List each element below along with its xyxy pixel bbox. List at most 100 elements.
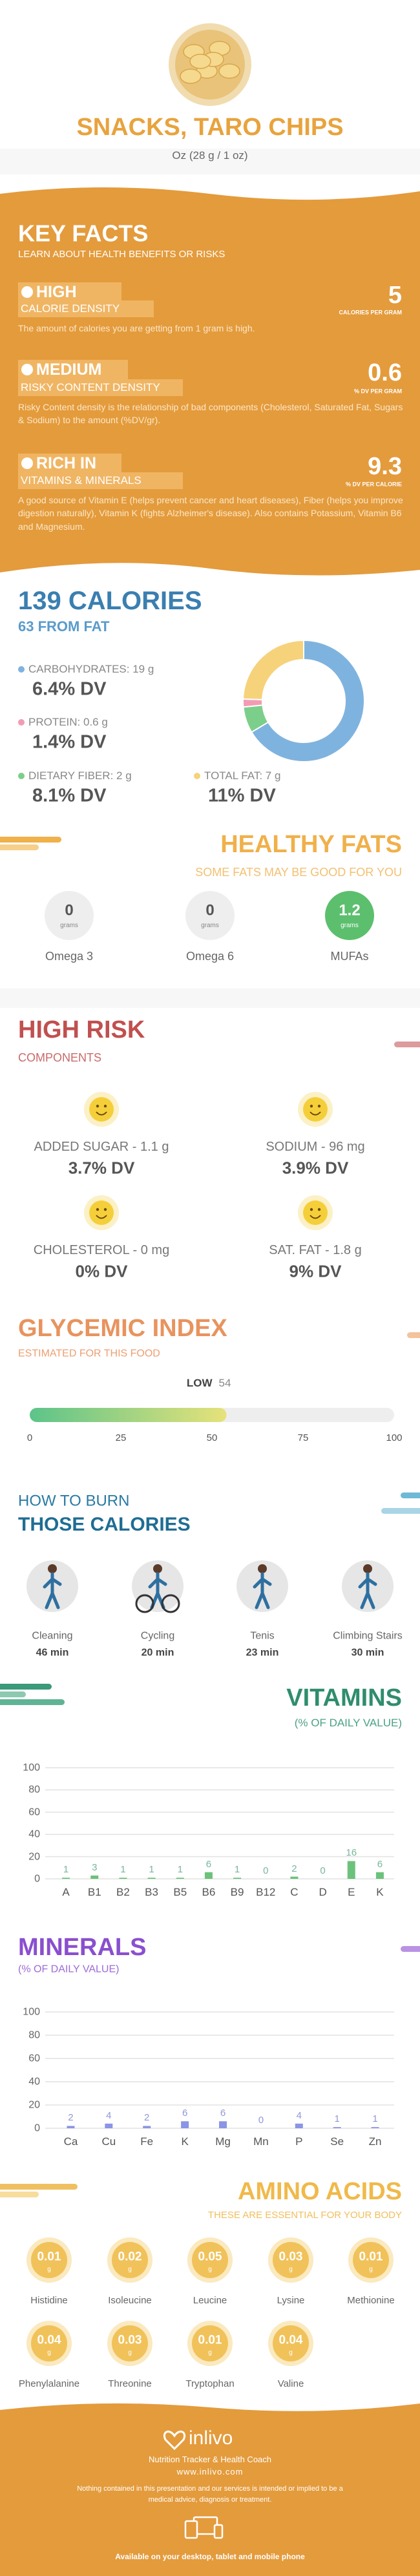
amino-value: 0.04 [278,2333,303,2347]
chip [180,68,202,84]
decor-stripe [0,2192,39,2197]
bar [290,1876,299,1879]
risk-dv: 3.7% DV [68,1158,135,1178]
smiley [303,1097,328,1122]
fat-name: Omega 3 [45,950,94,963]
wheel [135,1594,154,1613]
macro-name: DIETARY FIBER: 2 g [28,769,132,782]
amino-unit: g [208,2266,212,2273]
risk-dv: 9% DV [289,1261,342,1281]
bar [347,1861,355,1879]
bar [67,2126,75,2128]
x-tick-label: A [62,1885,70,1898]
device-phone [213,2524,224,2539]
bar [219,2121,227,2128]
value: 9.3 [368,453,402,481]
macro-name: TOTAL FAT: 7 g [204,769,281,782]
fat-circle [185,891,235,940]
section-title: KEY FACTS [18,220,149,247]
label-box [18,300,154,317]
x-tick-label: Fe [140,2135,154,2148]
risk-name: ADDED SUGAR - 1.1 g [34,1140,169,1154]
section-subtitle: THESE ARE ESSENTIAL FOR YOUR BODY [207,2210,402,2221]
unit: % DV PER GRAM [353,388,402,395]
value-label: 6 [220,2108,226,2119]
gi-bar [30,1408,227,1422]
amino-unit: g [47,2349,51,2356]
macro-name: CARBOHYDRATES: 19 g [28,662,154,675]
risk-dv: 3.9% DV [282,1158,349,1178]
amino-value: 0.03 [278,2250,303,2264]
smiley [89,1097,114,1122]
bar [295,2123,303,2128]
amino-value: 0.02 [118,2250,142,2264]
figure-body [253,1572,272,1609]
eye [310,1104,313,1108]
mouth [310,1215,321,1219]
fat-name: MUFAs [330,950,369,963]
level-box [18,282,121,302]
level-box [18,454,121,473]
value-label: 1 [63,1864,69,1876]
activity-time: 46 min [36,1647,69,1659]
icon [21,364,33,375]
figure-body [43,1572,62,1609]
amino-unit: g [128,2266,132,2273]
x-tick-label: Se [330,2135,344,2148]
amino-unit: g [47,2266,51,2273]
amino-name: Lysine [277,2295,305,2306]
amino-circle [273,2242,309,2278]
amino-circle [192,2242,228,2278]
macro-dv: 11% DV [208,785,276,806]
decor-stripe [401,1946,420,1952]
section-title: 139 CALORIES [18,587,202,615]
x-tick-label: Mn [253,2135,269,2148]
amino-name: Phenylalanine [18,2378,80,2389]
y-tick-label: 80 [28,1784,40,1796]
fat-value: 1.2 [339,901,361,919]
x-tick-label: Zn [368,2135,382,2148]
smiley [303,1200,328,1225]
description: Risky Content density is the relationshi… [18,402,403,426]
bar [62,1878,70,1879]
y-tick-label: 60 [28,2053,40,2064]
x-tick-label: Ca [63,2135,78,2148]
x-tick-label: K [181,2135,189,2148]
macro-name: PROTEIN: 0.6 g [28,715,108,728]
fat-unit: grams [201,922,219,929]
value-label: 1 [120,1864,126,1876]
x-tick-label: B2 [116,1885,130,1898]
section-subtitle: COMPONENTS [18,1051,102,1065]
amino-circle [31,2242,67,2278]
amino-circle [112,2242,148,2278]
eye [317,1104,321,1108]
level: MEDIUM [36,361,102,379]
x-tick-label: B1 [87,1885,101,1898]
amino-unit: g [369,2266,373,2273]
risk-name: SAT. FAT - 1.8 g [269,1243,362,1257]
value-label: 6 [377,1858,383,1870]
amino-name: Methionine [347,2295,395,2306]
bg-band [0,149,420,174]
figure-body [148,1572,167,1609]
amino-value: 0.03 [118,2333,142,2347]
value: 5 [388,282,402,309]
section-title: MINERALS [18,1934,147,1962]
amino-circle [353,2242,389,2278]
figure-head [258,1564,267,1573]
brand: inlivo [189,2427,233,2449]
macro-dv: 1.4% DV [32,731,107,753]
activity-name: Climbing Stairs [333,1630,403,1642]
decor-stripe [401,1492,420,1498]
gi-tick-label: 100 [386,1432,403,1443]
decor-stripe [394,1042,420,1047]
amino-value: 0.01 [359,2250,383,2264]
section-subtitle: THOSE CALORIES [18,1514,191,1535]
section-title: AMINO ACIDS [237,2178,402,2206]
legend-dot [18,773,25,779]
value-label: 16 [346,1847,357,1859]
y-tick-label: 0 [34,1873,40,1885]
fat-unit: grams [60,922,78,929]
label: VITAMINS & MINERALS [21,474,142,487]
